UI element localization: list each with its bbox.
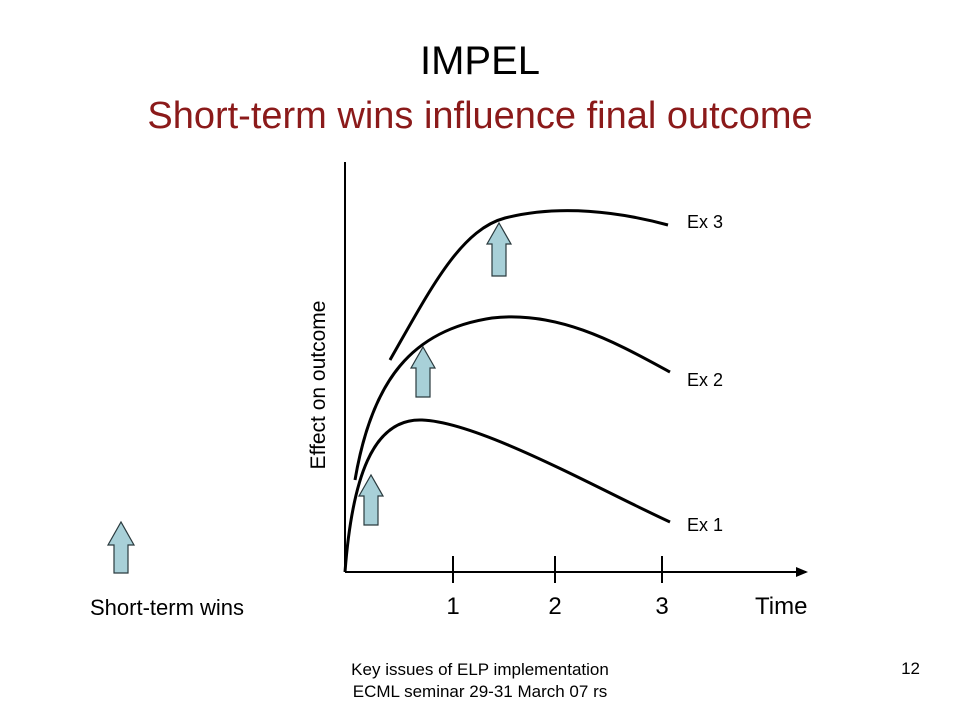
y-axis-label: Effect on outcome [307, 301, 330, 470]
curve-label-ex-1: Ex 1 [687, 515, 723, 535]
x-tick-label-3: 3 [655, 593, 668, 620]
slide-subtitle: Short-term wins influence final outcome [147, 95, 813, 137]
legend-arrow-icon [106, 520, 136, 574]
curve-ex-1 [343, 418, 671, 573]
curve-label-ex-3: Ex 3 [687, 212, 723, 232]
footer-line-1: Key issues of ELP implementation [351, 660, 609, 679]
curve-label-ex-2: Ex 2 [687, 370, 723, 390]
short-term-win-arrow-3 [485, 221, 513, 277]
page-number: 12 [901, 659, 920, 678]
legend-label: Short-term wins [90, 595, 244, 620]
short-term-win-arrow-1 [357, 473, 385, 526]
curve-ex-2 [353, 315, 671, 481]
short-term-win-arrow-2 [409, 345, 437, 398]
x-tick-label-2: 2 [548, 593, 561, 620]
curve-ex-3 [388, 209, 669, 361]
footer-text: Key issues of ELP implementation ECML se… [300, 659, 660, 703]
slide-title: IMPEL [419, 39, 541, 83]
x-tick-label-1: 1 [446, 593, 459, 620]
footer-line-2: ECML seminar 29-31 March 07 rs [352, 682, 608, 701]
x-axis-label: Time [755, 593, 807, 620]
